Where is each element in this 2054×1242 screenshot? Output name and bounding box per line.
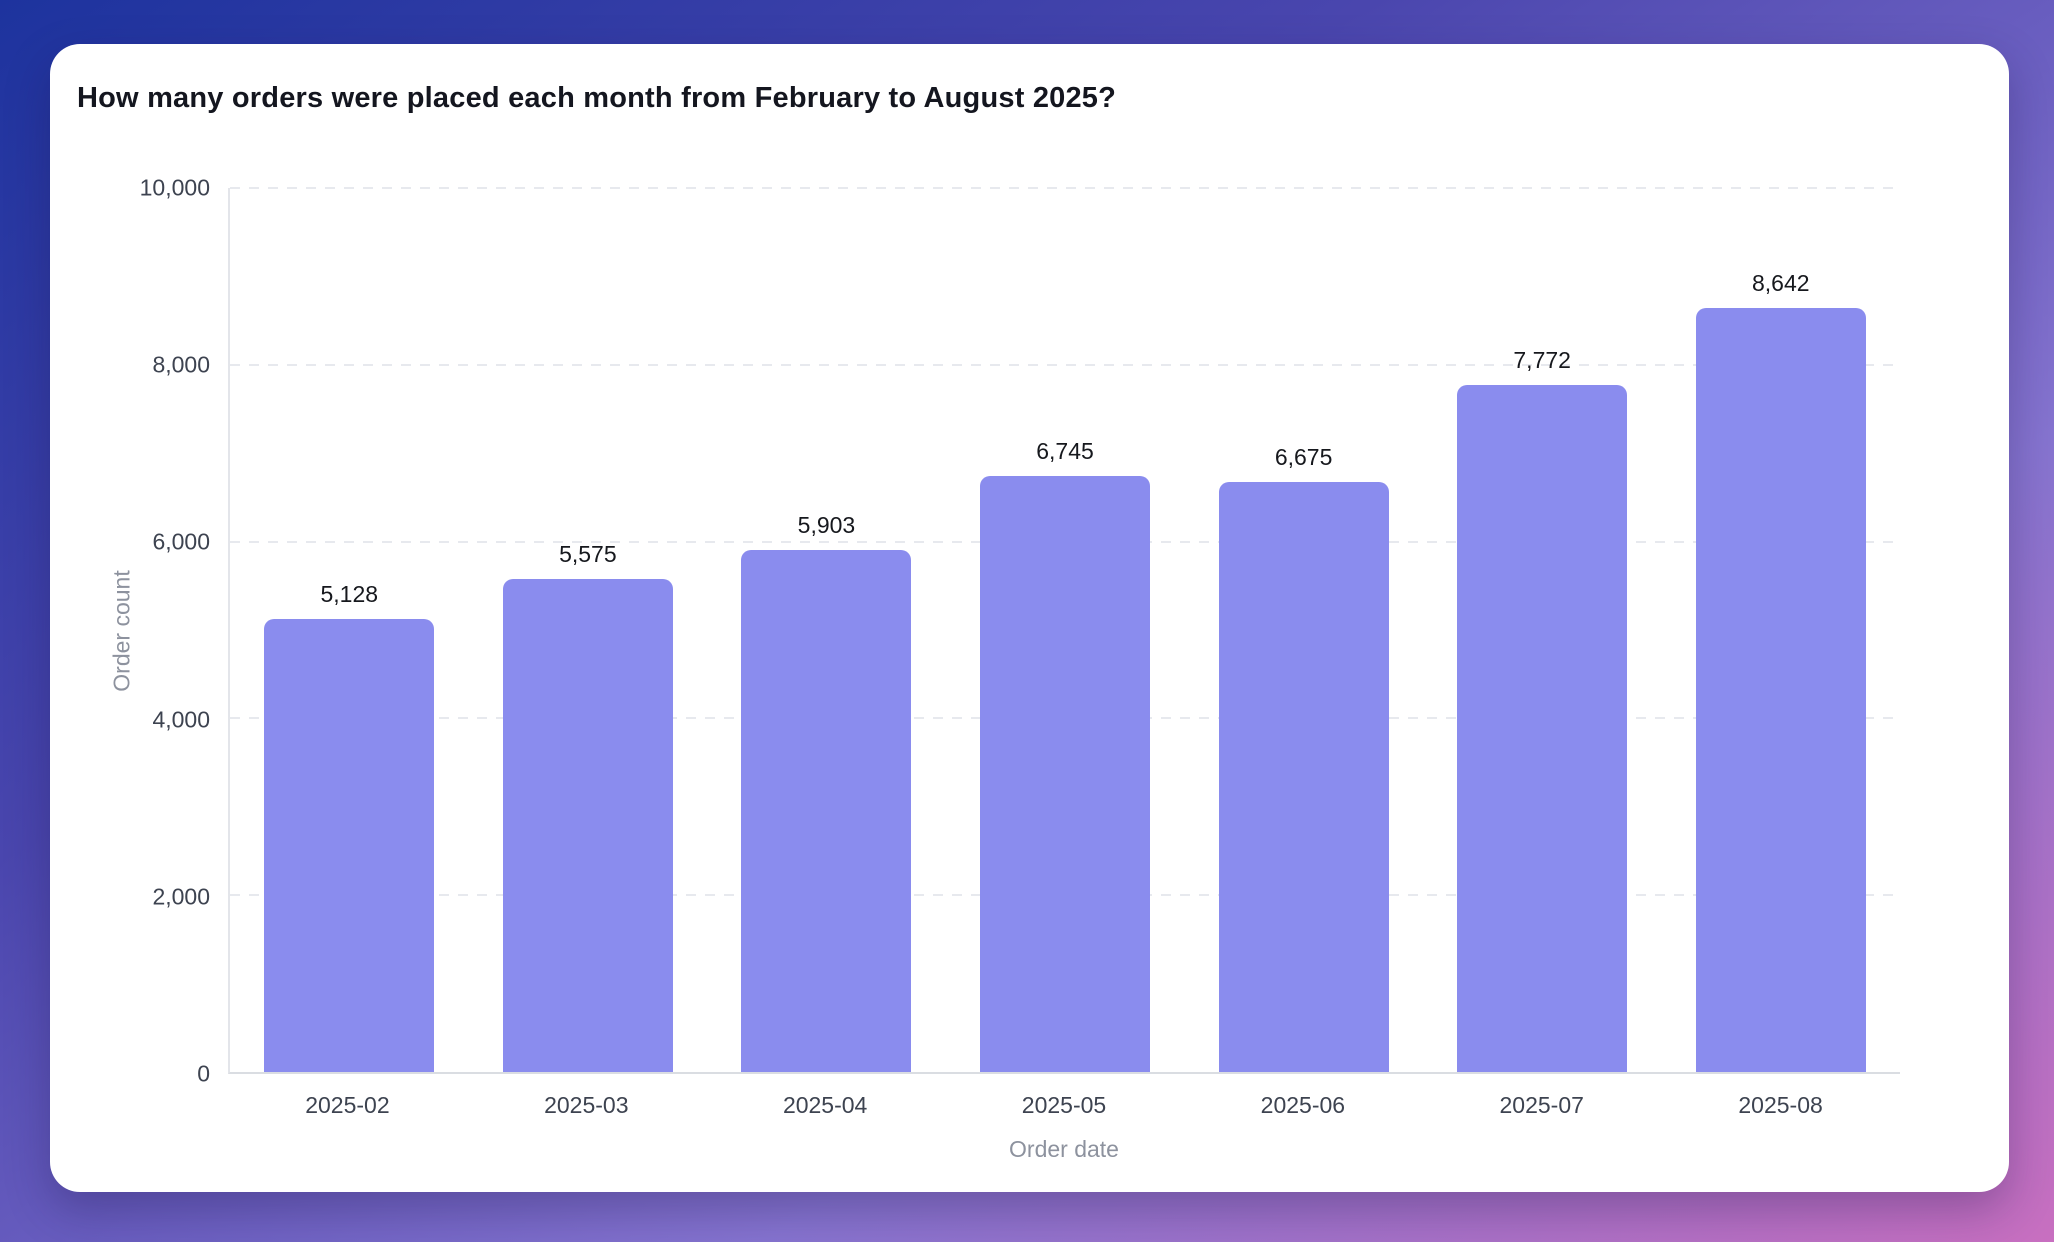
bar-value-label: 6,675 (1274, 443, 1333, 470)
gridline (230, 187, 1900, 189)
bar-value-label: 7,772 (1513, 346, 1571, 373)
y-tick-label: 4,000 (152, 706, 210, 733)
x-axis-title: Order date (1009, 1136, 1119, 1162)
bar-cell: 5,575 (469, 188, 708, 1072)
bar-value-label: 5,575 (559, 541, 617, 568)
bar-2025-02[interactable] (264, 618, 435, 1072)
bar-2025-08[interactable] (1695, 308, 1866, 1072)
x-tick-label: 2025-02 (305, 1092, 390, 1118)
x-tick-labels: 2025-02 2025-03 2025-04 2025-05 2025-06 2025-… (228, 1092, 1900, 1119)
y-tick-label: 6,000 (152, 528, 210, 555)
bar-cell: 6,675 (1184, 188, 1423, 1072)
x-tick-label: 2025-06 (1260, 1092, 1346, 1118)
chart-card: How many orders were placed each month f… (50, 44, 2009, 1192)
y-tick-label: 0 (197, 1060, 210, 1087)
bar-cell: 8,642 (1661, 188, 1900, 1072)
bar-2025-07[interactable] (1457, 384, 1628, 1072)
gridline (230, 363, 1900, 366)
bar-cell: 5,128 (230, 188, 469, 1072)
bars-row: 5,128 5,575 5,903 6,745 6,675 7,772 8,642 (230, 188, 1900, 1072)
bar-value-label: 5,903 (797, 512, 856, 539)
x-tick-label: 2025-07 (1499, 1092, 1584, 1118)
x-tick-label: 2025-08 (1738, 1092, 1823, 1118)
bar-2025-03[interactable] (502, 579, 673, 1072)
x-tick-label: 2025-03 (544, 1092, 629, 1118)
bar-value-label: 8,642 (1751, 270, 1810, 297)
y-tick-label: 8,000 (152, 351, 210, 378)
bar-2025-06[interactable] (1218, 481, 1389, 1072)
bar-cell: 7,772 (1423, 188, 1662, 1072)
bar-cell: 6,745 (946, 188, 1185, 1072)
y-tick-label: 10,000 (139, 174, 210, 201)
bar-value-label: 6,745 (1036, 437, 1094, 464)
y-tick-labels: 0 2,000 4,000 6,000 8,000 10,000 (50, 175, 210, 1087)
y-tick-label: 2,000 (152, 883, 210, 910)
bar-2025-04[interactable] (741, 550, 912, 1072)
bar-2025-05[interactable] (980, 475, 1151, 1072)
x-tick-label: 2025-04 (782, 1092, 868, 1118)
chart-title: How many orders were placed each month f… (77, 82, 1117, 114)
bar-value-label: 5,128 (320, 580, 379, 607)
x-tick-label: 2025-05 (1021, 1092, 1107, 1118)
bar-cell: 5,903 (707, 188, 946, 1072)
plot-area: 5,128 5,575 5,903 6,745 6,675 7,772 8,642 (228, 187, 1900, 1074)
